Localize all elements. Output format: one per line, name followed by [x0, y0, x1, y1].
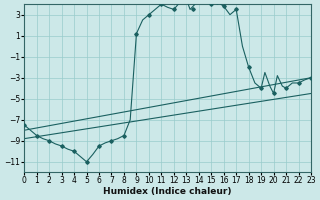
X-axis label: Humidex (Indice chaleur): Humidex (Indice chaleur): [103, 187, 232, 196]
